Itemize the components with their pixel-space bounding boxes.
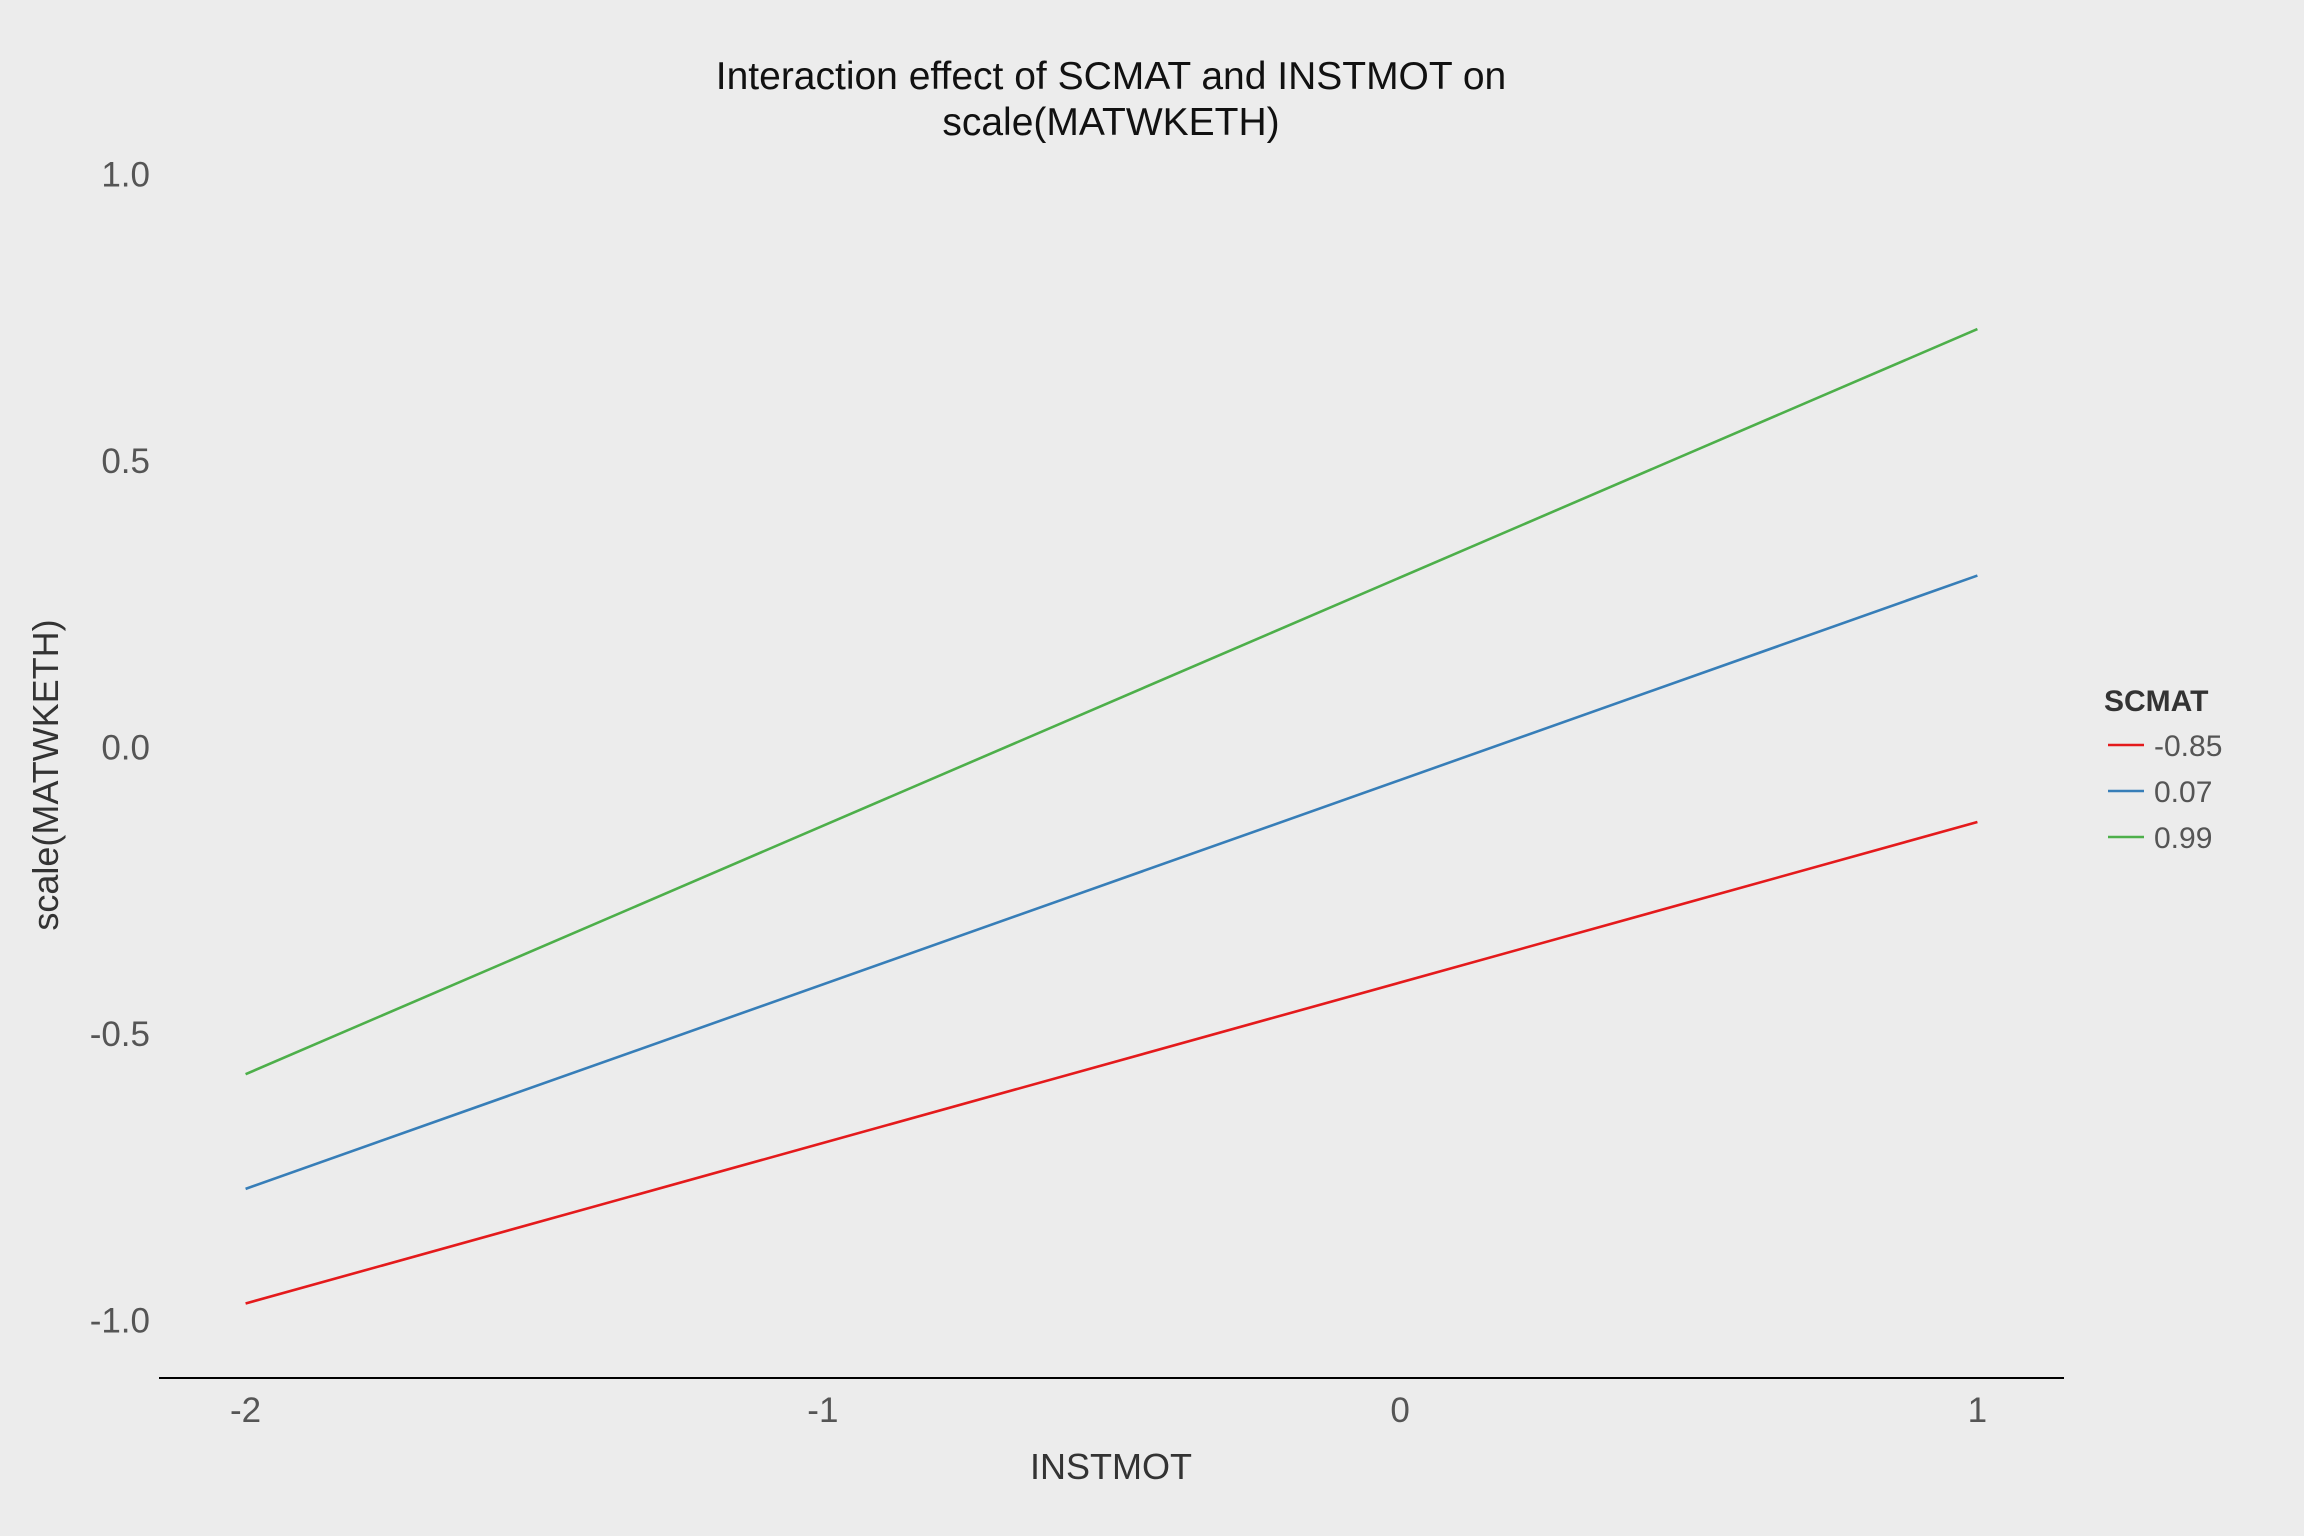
x-tick-label: -1 [807, 1391, 838, 1430]
chart-title-line-1: Interaction effect of SCMAT and INSTMOT … [716, 55, 1506, 98]
y-tick-label: 0.0 [101, 729, 150, 768]
y-tick-label: -1.0 [90, 1302, 150, 1341]
x-tick-label: 1 [1968, 1391, 1987, 1430]
chart-title-line-2: scale(MATWKETH) [942, 101, 1279, 144]
y-axis-title: scale(MATWKETH) [25, 619, 66, 930]
series-line-2 [245, 574, 1978, 1191]
legend-label-2: 0.07 [2154, 776, 2212, 809]
x-tick-label: 0 [1390, 1391, 1409, 1430]
y-tick-label: 1.0 [101, 155, 150, 194]
y-tick-label: -0.5 [90, 1015, 150, 1054]
legend: SCMAT -0.85 0.07 0.99 [2104, 685, 2222, 855]
y-tick-label: 0.5 [101, 442, 150, 481]
legend-title: SCMAT [2104, 685, 2208, 718]
plot-area [245, 327, 1978, 1305]
x-tick-label: -2 [230, 1391, 261, 1430]
legend-label-1: -0.85 [2154, 730, 2222, 763]
series-line-1 [245, 820, 1978, 1305]
series-line-3 [245, 327, 1978, 1076]
legend-label-3: 0.99 [2154, 822, 2212, 855]
x-axis-title: INSTMOT [1030, 1446, 1192, 1487]
